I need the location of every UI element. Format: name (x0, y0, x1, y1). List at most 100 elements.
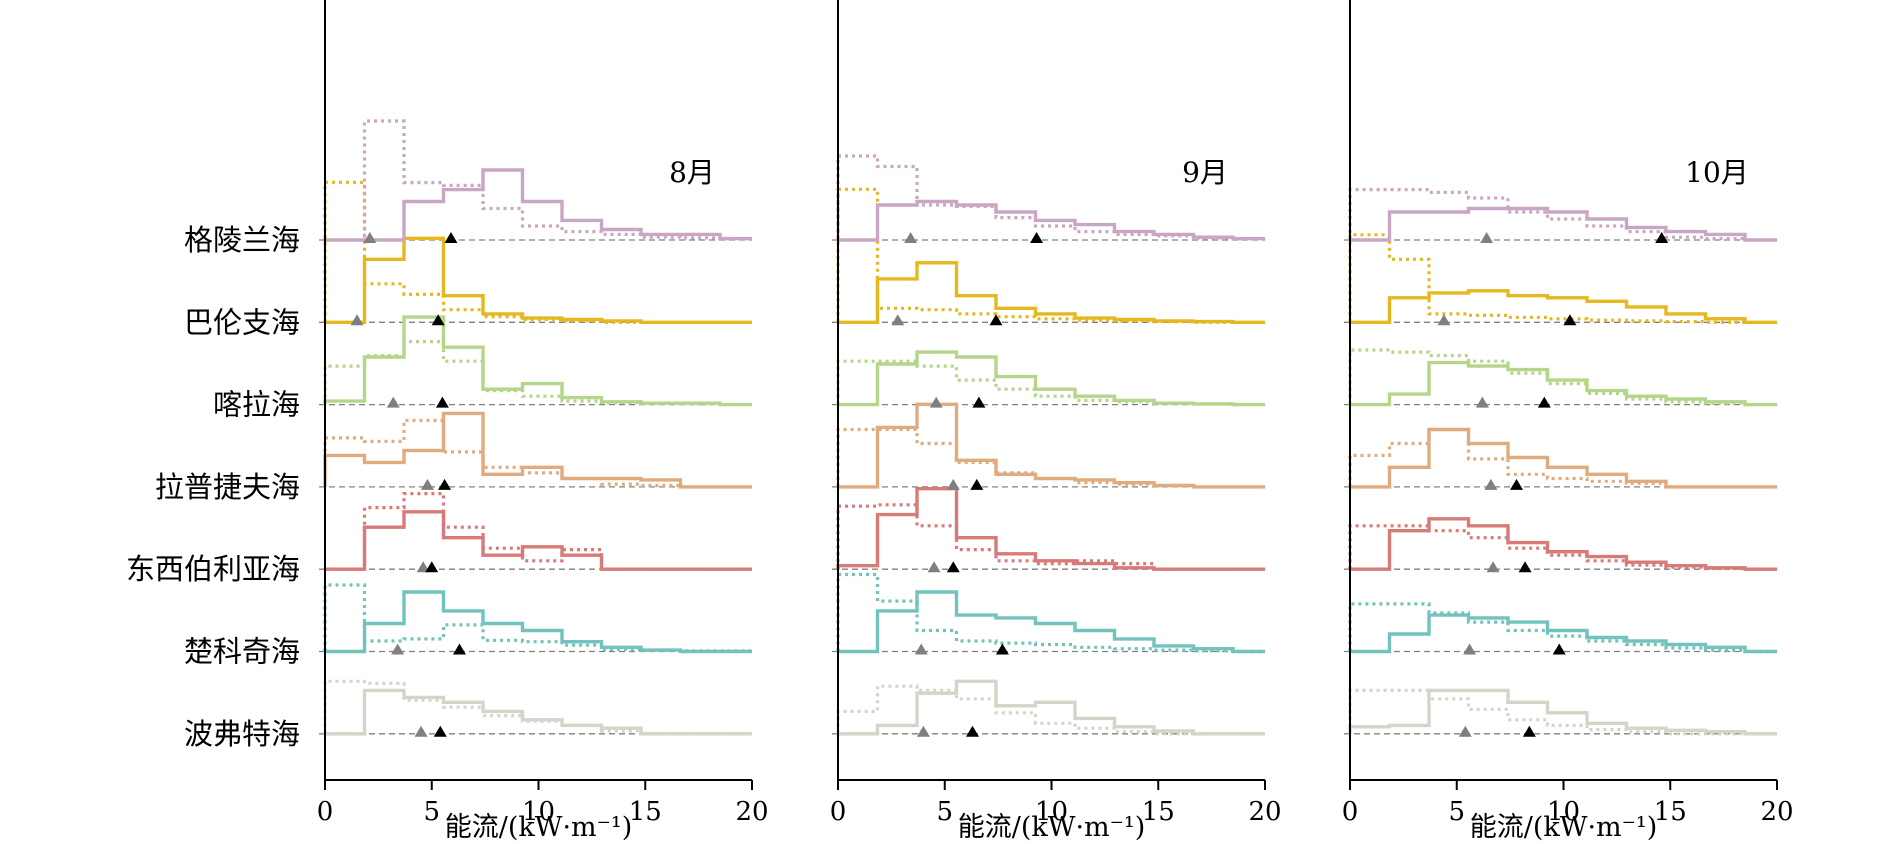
marker-gray (386, 396, 400, 408)
histogram-solid (325, 168, 752, 242)
series-格陵兰海 (325, 119, 752, 243)
series-拉普捷夫海 (323, 411, 752, 490)
histogram-dotted (836, 187, 1265, 324)
marker-gray (929, 396, 943, 408)
marker-gray (1475, 396, 1489, 408)
histogram-solid (838, 679, 1265, 736)
histogram-solid (325, 236, 752, 324)
marker-black (972, 396, 986, 408)
panel-title: 9月 (1182, 156, 1228, 189)
marker-gray (914, 643, 928, 655)
region-label: 楚科奇海 (184, 635, 300, 669)
histogram-dotted (836, 572, 1265, 654)
series-巴伦支海 (1348, 233, 1777, 326)
marker-black (1563, 314, 1577, 326)
series-喀拉海 (1348, 348, 1777, 408)
histogram-solid (836, 487, 1265, 571)
series-拉普捷夫海 (836, 402, 1265, 490)
marker-black (444, 232, 458, 243)
marker-black (425, 561, 439, 573)
histogram-dotted (1348, 688, 1777, 736)
histogram-solid (1350, 427, 1777, 489)
marker-black (431, 314, 445, 326)
marker-black (1522, 725, 1536, 737)
x-axis-label: 能流/(kW·m⁻¹) (1470, 812, 1658, 843)
marker-gray (363, 232, 377, 243)
x-tick-label: 5 (936, 797, 953, 827)
histogram-dotted (323, 340, 752, 407)
series-东西伯利亚海 (325, 492, 752, 573)
series-楚科奇海 (323, 583, 752, 655)
marker-gray (414, 725, 428, 737)
histogram-dotted (323, 583, 752, 653)
region-label: 东西伯利亚海 (126, 552, 300, 586)
x-tick-label: 15 (1142, 797, 1175, 827)
marker-gray (916, 725, 930, 737)
histogram-solid (325, 510, 752, 571)
series-格陵兰海 (836, 154, 1265, 243)
panel-1: 8月 0 5 10 15 20 能流/(kW·m⁻¹) (317, 0, 769, 843)
marker-black (453, 643, 467, 655)
x-tick-label: 20 (735, 797, 768, 827)
histogram-dotted (323, 418, 752, 489)
marker-black (433, 725, 447, 737)
series-波弗特海 (1348, 688, 1777, 737)
marker-black (1510, 478, 1524, 490)
marker-gray (1437, 314, 1451, 326)
x-tick-label: 20 (1248, 797, 1281, 827)
x-tick-label: 0 (1342, 797, 1359, 827)
series-喀拉海 (323, 315, 752, 408)
marker-black (989, 314, 1003, 326)
series-东西伯利亚海 (1348, 517, 1777, 573)
series-波弗特海 (323, 679, 752, 737)
marker-gray (1463, 643, 1477, 655)
histogram-solid (838, 402, 1265, 489)
histogram-solid (1350, 206, 1777, 242)
marker-gray (904, 232, 918, 243)
histogram-solid (838, 199, 1265, 242)
region-label: 格陵兰海 (184, 223, 300, 257)
series-东西伯利亚海 (836, 487, 1265, 573)
x-tick-label: 20 (1760, 797, 1793, 827)
histogram-dotted (1348, 602, 1777, 654)
marker-gray (391, 643, 405, 655)
marker-black (1030, 232, 1044, 243)
histogram-solid (838, 590, 1265, 654)
marker-gray (1458, 725, 1472, 737)
histogram-solid (325, 688, 752, 736)
marker-gray (927, 561, 941, 573)
histogram-dotted (836, 684, 1265, 736)
x-tick-label: 10 (1035, 797, 1068, 827)
histogram-solid (838, 261, 1265, 324)
histogram-dotted (1348, 348, 1777, 407)
marker-black (1537, 396, 1551, 408)
histogram-dotted (323, 180, 752, 324)
marker-black (1552, 643, 1566, 655)
region-label: 巴伦支海 (184, 305, 300, 339)
series-巴伦支海 (323, 180, 752, 326)
series-喀拉海 (836, 350, 1265, 408)
x-tick-label: 15 (629, 797, 662, 827)
series-楚科奇海 (1348, 602, 1777, 655)
histogram-solid (1350, 613, 1777, 654)
series-拉普捷夫海 (1348, 427, 1777, 490)
marker-black (435, 396, 449, 408)
series-格陵兰海 (1348, 188, 1777, 243)
x-axis-label: 能流/(kW·m⁻¹) (445, 812, 633, 843)
histogram-dotted (1348, 233, 1777, 324)
histogram-dotted (325, 119, 752, 242)
x-tick-label: 5 (1448, 797, 1465, 827)
x-tick-label: 10 (1547, 797, 1580, 827)
marker-gray (416, 561, 430, 573)
histogram-solid (325, 590, 752, 654)
marker-gray (1486, 561, 1500, 573)
marker-gray (350, 314, 364, 326)
histogram-solid (1350, 360, 1777, 407)
marker-gray (891, 314, 905, 326)
histogram-dotted (836, 359, 1265, 407)
x-tick-label: 15 (1654, 797, 1687, 827)
region-label: 拉普捷夫海 (155, 470, 300, 504)
histogram-solid (1348, 688, 1777, 736)
marker-black (995, 643, 1009, 655)
